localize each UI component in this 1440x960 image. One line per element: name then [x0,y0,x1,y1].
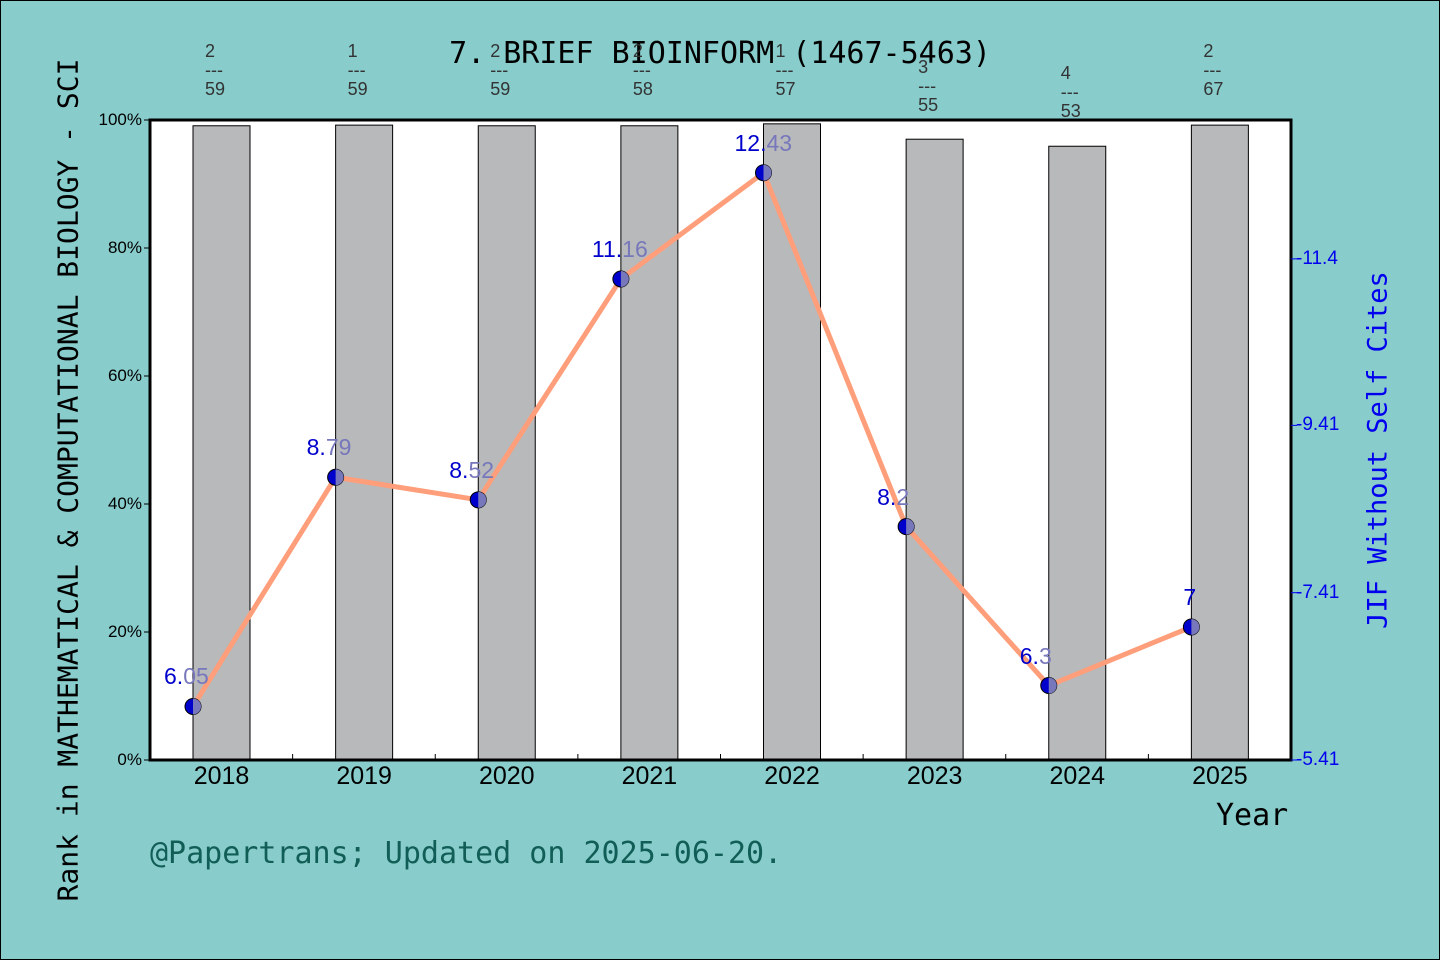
rank-numerator: 1 [775,41,786,61]
rank-numerator: 4 [1060,63,1071,83]
rank-denominator: 57 [775,79,796,99]
rank-label: 1 --- 57 [776,40,796,100]
rank-numerator: 3 [918,57,929,77]
rank-numerator: 1 [347,41,358,61]
chart-title: 7. BRIEF BIOINFORM (1467-5463) [449,36,991,71]
rank-denominator: 58 [632,79,653,99]
rank-divider: --- [1060,82,1079,102]
rank-bar [763,123,821,761]
rank-denominator: 59 [347,79,368,99]
jif-value-label: 8.52 [449,456,495,483]
rank-denominator: 59 [490,79,511,99]
rank-numerator: 2 [632,41,643,61]
rank-bar [192,125,251,761]
rank-denominator: 55 [918,95,939,115]
rank-divider: --- [918,76,937,96]
x-tick-label: 2024 [1049,762,1106,790]
rank-denominator: 59 [205,79,226,99]
rank-label: 2 --- 67 [1203,40,1223,100]
right-axis-tick-label: -9.41 [1296,414,1340,436]
rank-divider: --- [490,60,509,80]
rank-numerator: 2 [205,41,216,61]
x-tick-label: 2023 [906,762,963,790]
jif-value-label: 8.79 [306,434,352,461]
right-axis-ticks [1291,258,1297,761]
x-tick-label: 2022 [764,762,820,790]
rank-label: 2 --- 59 [205,40,225,100]
rank-bar [620,125,679,761]
left-axis-label: Rank in MATHEMATICAL & COMPUTATIONAL BIO… [51,58,85,902]
rank-bar [477,125,536,761]
x-tick-label: 2019 [336,762,392,790]
rank-bars [192,123,1249,761]
left-axis-tick-label: 0% [117,750,142,769]
rank-bar [905,138,964,761]
x-tick-label: 2018 [193,762,250,790]
right-axis-tick-label: -5.41 [1296,749,1340,770]
jif-value-label: 8.2 [877,483,910,510]
rank-label: 3 --- 55 [918,56,938,116]
rank-label: 1 --- 59 [348,40,368,100]
footer-credit: @Papertrans; Updated on 2025-06-20. [150,836,783,871]
rank-bar [1048,145,1107,761]
plot-border [148,118,1293,762]
rank-divider: --- [1203,60,1222,80]
left-axis-ticks [144,119,150,761]
rank-numerator: 2 [1203,41,1214,61]
left-axis-tick-label: 20% [107,622,142,641]
left-axis-tick-label: 80% [107,238,142,257]
jif-value-label: 7 [1183,583,1197,610]
x-tick-label: 2021 [621,762,678,790]
rank-denominator: 67 [1203,79,1224,99]
x-axis-label: Year [1216,798,1289,833]
rank-bar [1190,124,1249,761]
jif-value-label: 6.3 [1019,642,1052,669]
left-axis-tick-label: 40% [107,494,142,513]
rank-divider: --- [775,60,794,80]
left-axis-tick-label: 100% [98,110,142,129]
x-tick-label: 2025 [1192,762,1248,790]
rank-label: 2 --- 59 [490,40,510,100]
rank-divider: --- [632,60,651,80]
rank-numerator: 2 [490,41,501,61]
rank-divider: --- [205,60,223,80]
right-axis-tick-label: -11.4 [1296,247,1338,269]
rank-label: 2 --- 58 [633,40,653,100]
jif-value-label: 12.43 [734,129,793,156]
jif-line [190,170,1193,708]
x-tick-label: 2020 [478,762,535,790]
left-axis-tick-label: 60% [107,366,142,385]
jif-value-label: 6.05 [164,663,209,690]
jif-points [184,164,1200,715]
rank-bar [335,124,394,761]
right-axis-label: JIF Without Self Cites [1362,271,1394,629]
right-axis-tick-label: -7.41 [1296,581,1340,603]
jif-value-label: 11.16 [591,235,648,262]
rank-divider: --- [347,60,366,80]
rank-label: 4 --- 53 [1061,62,1081,122]
rank-denominator: 53 [1060,101,1081,121]
